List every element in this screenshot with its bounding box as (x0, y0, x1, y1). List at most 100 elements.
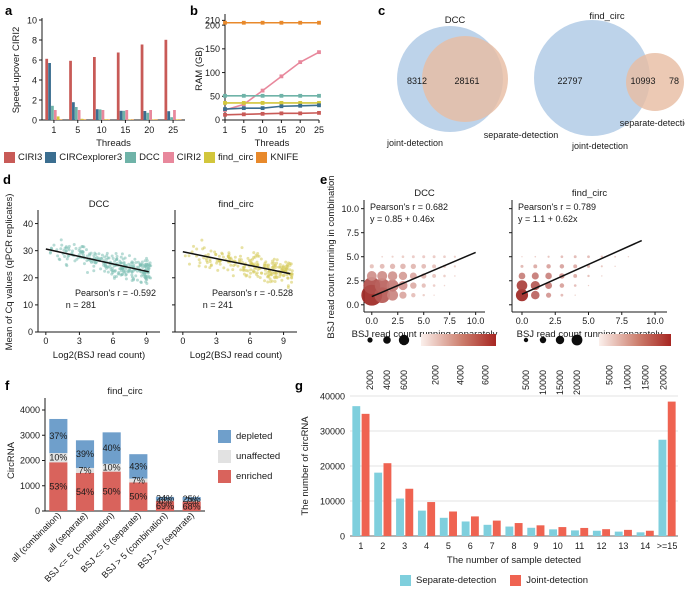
panel-e-bubble (546, 264, 551, 269)
panel-d-point (140, 260, 144, 264)
panel-d-point (253, 262, 257, 266)
panel-c-right-joint-circle (534, 20, 650, 136)
panel-e-subtitle: find_circ (572, 188, 608, 199)
panel-g-bar-separate (374, 472, 383, 536)
panel-e-ytick-label: 0.0 (346, 300, 359, 310)
panel-e-bubble (369, 264, 374, 269)
panel-d-ytick-label: 40 (23, 219, 33, 229)
panel-d-point (202, 256, 206, 260)
panel-e-subtitle: DCC (414, 188, 435, 199)
panel-e-bubble (422, 255, 426, 259)
legend-item-knife[interactable]: KNIFE (256, 152, 298, 163)
panel-e-bubble (433, 294, 435, 296)
legend-item-ciri3[interactable]: CIRI3 (4, 152, 42, 163)
legend-swatch-find_circ (204, 152, 216, 163)
panel-d-point (208, 258, 212, 262)
panel-d-point (245, 273, 249, 277)
panel-d-point (114, 251, 118, 255)
panel-e-bubble (531, 290, 540, 300)
panel-g-bar-separate (592, 530, 601, 536)
panel-a-bar (143, 111, 147, 120)
panel-e-bubble (587, 274, 590, 278)
panel-a-bar (72, 102, 75, 120)
panel-d-xtick-label: 9 (281, 336, 286, 346)
panel-a-xtick-label: 15 (120, 125, 130, 135)
panel-a-bar (119, 110, 123, 120)
panel-d-point (133, 257, 137, 261)
panel-g-bar-joint (514, 523, 523, 536)
panel-a-bar (173, 110, 176, 120)
legend-swatch-dcc (125, 152, 137, 163)
panel-d-point (290, 280, 294, 284)
panel-f-legend-item-depleted[interactable]: depleted (218, 430, 280, 443)
panel-e-bubble (614, 265, 616, 268)
panel-d-point (226, 268, 230, 272)
panel-e-bubble (545, 292, 552, 298)
panel-g-bar-joint (470, 516, 479, 536)
panel-f-ytick-label: 3000 (20, 430, 40, 440)
panel-d-point (267, 263, 271, 267)
panel-f-legend-item-unaffected[interactable]: unaffected (218, 450, 280, 463)
panel-d-point (183, 254, 187, 258)
panel-a-bar (45, 58, 49, 120)
panel-b-point (223, 20, 227, 25)
panel-e-bubble (547, 255, 550, 258)
panel-a-ytick-label: 0 (32, 115, 37, 125)
panel-b-point (241, 106, 246, 111)
panel-d-point (263, 279, 267, 283)
panel-f-legend-item-enriched[interactable]: enriched (218, 470, 280, 483)
panel-b-ytick-label: 210 (205, 16, 220, 26)
panel-e-xtick-label: 10.0 (467, 316, 485, 326)
panel-f-bar-segment (75, 440, 95, 468)
panel-d-point (229, 256, 233, 260)
panel-d-point (213, 250, 217, 254)
panel-d-point (256, 274, 260, 278)
panel-d-point (146, 271, 150, 275)
panel-b-y-title: RAM (GB) (194, 47, 205, 91)
legend-item-ciri2[interactable]: CIRI2 (162, 152, 201, 163)
legend-item-dcc[interactable]: DCC (125, 152, 160, 163)
panel-e-bubble (443, 284, 446, 287)
panel-e-pearson: Pearson's r = 0.789 (518, 202, 596, 212)
panel-b-point (223, 93, 227, 98)
panel-g-xtick-label: 3 (402, 541, 407, 551)
panel-g-legend-swatch (510, 575, 522, 586)
panel-e-bubble (411, 255, 415, 259)
panel-a-bar (122, 110, 126, 120)
panel-g-legend-item-separate-detection[interactable]: Separate-detection (400, 575, 496, 586)
panel-e-bubble (432, 264, 437, 269)
panel-d-point (226, 255, 230, 259)
panel-g-bar-joint (624, 529, 632, 536)
panel-a-legend: CIRI3 CIRCexplorer3 DCC CIRI2 find_circ KNIFE (4, 152, 349, 163)
panel-g-xtick-label: 14 (640, 541, 650, 551)
panel-f-pct-unaffected: 7% (185, 496, 198, 506)
panel-e-color-legend-label: 4000 (456, 365, 466, 385)
panel-d-point (284, 260, 288, 264)
panel-f-pct-depleted: 39% (76, 449, 94, 459)
panel-a-bar (107, 119, 111, 120)
panel-d-point (242, 266, 246, 270)
panel-d-point (123, 256, 127, 260)
panel-d-point (259, 257, 263, 261)
panel-a-bar (131, 119, 134, 120)
panel-g-legend-item-joint-detection[interactable]: Joint-detection (510, 575, 588, 586)
panel-e-bubble (560, 293, 564, 297)
panel-e-bubble (520, 264, 524, 268)
panel-e-bubble (401, 255, 405, 259)
panel-g-bar-joint (361, 413, 370, 536)
panel-e-bubble (454, 275, 456, 277)
panel-f-pct-enriched: 53% (49, 482, 67, 492)
legend-item-find_circ[interactable]: find_circ (204, 152, 253, 163)
panel-b-point (260, 20, 265, 25)
legend-item-circexplorer3[interactable]: CIRCexplorer3 (45, 152, 122, 163)
panel-d-point (132, 263, 136, 267)
panel-d-point (249, 268, 253, 272)
panel-a-xtick-label: 20 (144, 125, 154, 135)
panel-e-pearson: Pearson's r = 0.682 (370, 202, 448, 212)
panel-d-point (145, 256, 149, 260)
panel-e-bubble (531, 272, 539, 280)
panel-e-bubble (377, 270, 388, 281)
panel-d-point (81, 245, 85, 249)
panel-f-legend-swatch-unaffected (218, 450, 231, 463)
panel-d-point (132, 278, 136, 282)
